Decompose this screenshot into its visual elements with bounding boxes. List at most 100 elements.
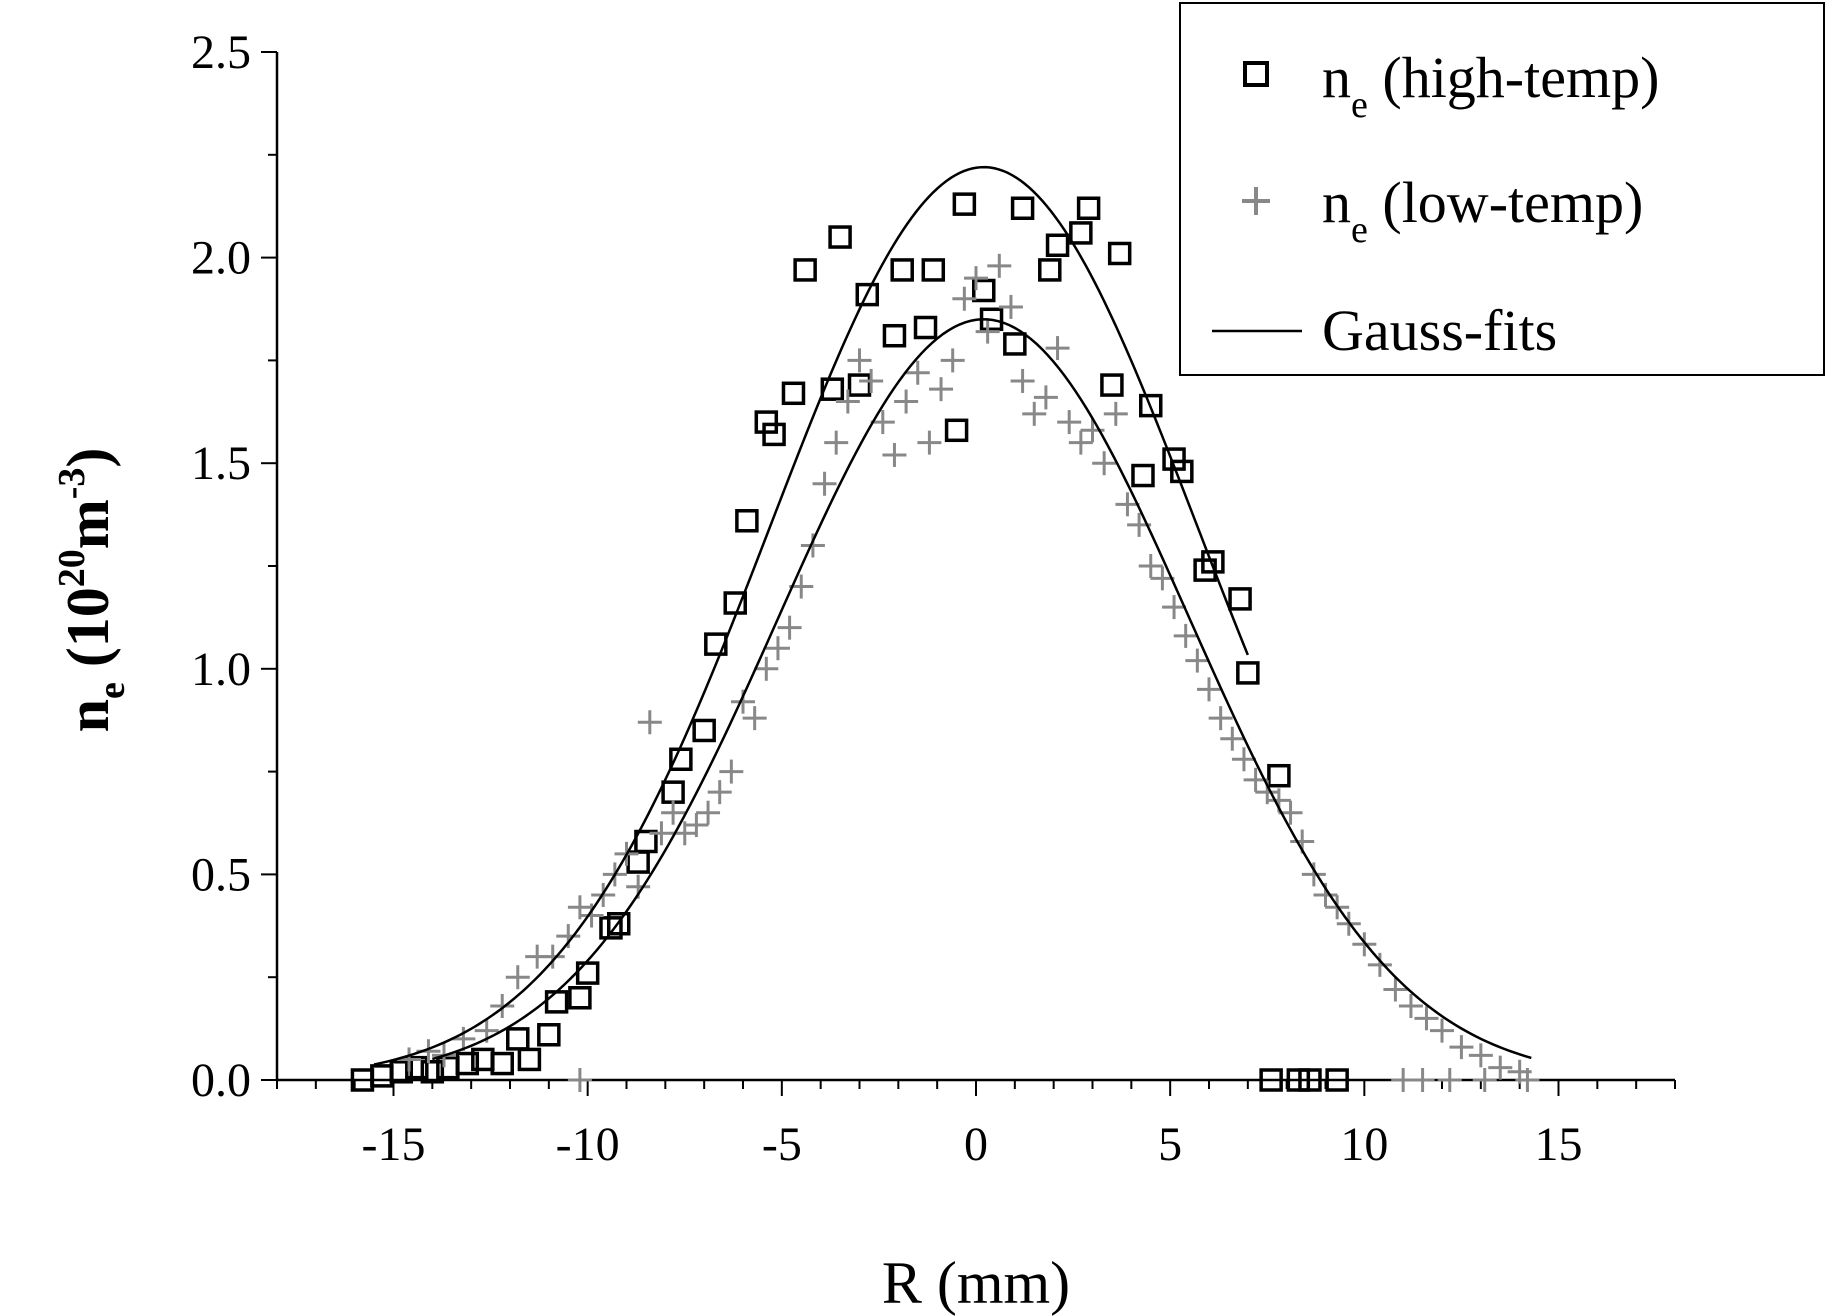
x-tick-label: 5 xyxy=(1158,1118,1182,1171)
point-low-temp xyxy=(1208,706,1233,731)
point-low-temp xyxy=(870,410,895,435)
point-high-temp xyxy=(944,418,969,443)
point-low-temp xyxy=(637,710,662,735)
point-high-temp xyxy=(781,381,806,406)
point-low-temp xyxy=(859,368,884,393)
legend-marker-square xyxy=(1243,61,1269,87)
point-high-temp xyxy=(1139,393,1163,418)
point-low-temp xyxy=(975,319,1000,344)
point-high-temp xyxy=(370,1064,394,1088)
point-low-temp xyxy=(1414,1006,1439,1031)
x-tick-label: 0 xyxy=(964,1118,988,1171)
point-low-temp xyxy=(987,253,1012,278)
point-high-temp xyxy=(1170,459,1194,484)
x-axis-title: R (mm) xyxy=(882,1250,1070,1316)
point-low-temp xyxy=(1231,747,1256,772)
point-high-temp xyxy=(1131,463,1155,488)
point-low-temp xyxy=(1220,726,1245,751)
point-high-temp xyxy=(828,225,852,249)
point-high-temp xyxy=(1069,221,1093,245)
y-title-sup: 20 xyxy=(51,549,93,587)
point-high-temp xyxy=(599,916,623,940)
point-low-temp xyxy=(894,389,919,414)
point-high-temp xyxy=(1003,332,1027,356)
point-low-temp xyxy=(929,377,954,402)
y-axis: 0.0 0.5 1.0 1.5 2.0 2.5 xyxy=(191,26,279,1107)
point-low-temp xyxy=(1010,368,1035,393)
legend-label-gauss-fits: Gauss-fits xyxy=(1322,298,1557,363)
point-high-temp xyxy=(704,632,728,656)
point-low-temp xyxy=(765,636,790,661)
y-tick-label: 1.0 xyxy=(191,643,251,696)
point-high-temp xyxy=(972,278,996,303)
point-high-temp xyxy=(1325,1068,1349,1092)
point-low-temp xyxy=(579,903,604,928)
point-high-temp xyxy=(389,1060,414,1084)
point-high-temp xyxy=(669,747,693,772)
fit-layer xyxy=(373,165,1532,1066)
gauss-fit-high-temp xyxy=(373,165,1249,1066)
point-low-temp xyxy=(754,656,779,681)
point-low-temp xyxy=(1138,554,1163,578)
point-high-temp xyxy=(692,718,716,743)
point-high-temp xyxy=(606,911,631,936)
point-low-temp xyxy=(1449,1035,1474,1060)
point-high-temp xyxy=(517,1047,542,1072)
point-low-temp xyxy=(1383,977,1408,1002)
point-low-temp xyxy=(940,348,965,373)
point-low-temp xyxy=(1301,862,1326,887)
y-tick-label: 0.5 xyxy=(191,848,251,901)
point-high-temp xyxy=(1010,196,1035,221)
point-low-temp xyxy=(800,533,825,558)
point-low-temp xyxy=(1173,623,1198,648)
point-high-temp xyxy=(544,990,569,1014)
point-low-temp xyxy=(567,1068,592,1092)
point-low-temp xyxy=(684,813,709,838)
point-high-temp xyxy=(952,192,977,216)
y-title-sub: e xyxy=(91,682,133,699)
point-low-temp xyxy=(707,780,732,805)
x-axis: -15 -10 -5 0 5 10 15 xyxy=(276,1078,1676,1171)
y-tick-label: 2.0 xyxy=(191,232,251,285)
point-high-temp xyxy=(405,1055,429,1080)
point-low-temp xyxy=(540,944,565,969)
y-tick-label: 0.0 xyxy=(191,1054,251,1107)
y-tick-label: 1.5 xyxy=(191,437,251,490)
point-high-temp xyxy=(754,410,779,434)
point-high-temp xyxy=(1038,258,1062,282)
point-low-temp xyxy=(905,360,930,385)
point-high-temp xyxy=(1045,233,1070,258)
gauss-fit-low-temp xyxy=(431,318,1532,1061)
point-low-temp xyxy=(451,1026,476,1051)
point-low-temp xyxy=(649,821,674,846)
y-title-unit-open: (10 xyxy=(55,587,121,682)
point-high-temp xyxy=(762,422,786,447)
point-high-temp xyxy=(1236,661,1260,685)
point-low-temp xyxy=(847,348,872,373)
point-low-temp xyxy=(777,615,802,640)
point-low-temp xyxy=(1033,385,1058,410)
point-high-temp xyxy=(921,258,946,282)
point-low-temp xyxy=(1197,677,1221,702)
point-low-temp xyxy=(1185,648,1210,673)
legend-label-high-temp: ne (high-temp) xyxy=(1322,45,1659,126)
legend-label-low-temp: ne (low-temp) xyxy=(1322,170,1643,251)
point-low-temp xyxy=(998,294,1023,319)
point-high-temp xyxy=(506,1027,530,1051)
point-high-temp xyxy=(847,373,872,397)
y-tick-label: 2.5 xyxy=(191,26,251,79)
point-high-temp xyxy=(420,1060,445,1084)
point-high-temp xyxy=(1298,1068,1322,1092)
point-low-temp xyxy=(1515,1068,1540,1092)
y-title-base: n xyxy=(55,699,121,732)
y-title-unit-mid: m xyxy=(55,499,121,549)
point-low-temp xyxy=(1468,1043,1493,1068)
point-high-temp xyxy=(890,258,914,282)
point-high-temp xyxy=(1107,241,1132,266)
point-low-temp xyxy=(1115,492,1140,517)
point-high-temp xyxy=(1228,587,1252,611)
point-low-temp xyxy=(824,430,849,455)
point-high-temp xyxy=(1076,196,1101,221)
y-title-sup2: -3 xyxy=(51,468,93,500)
